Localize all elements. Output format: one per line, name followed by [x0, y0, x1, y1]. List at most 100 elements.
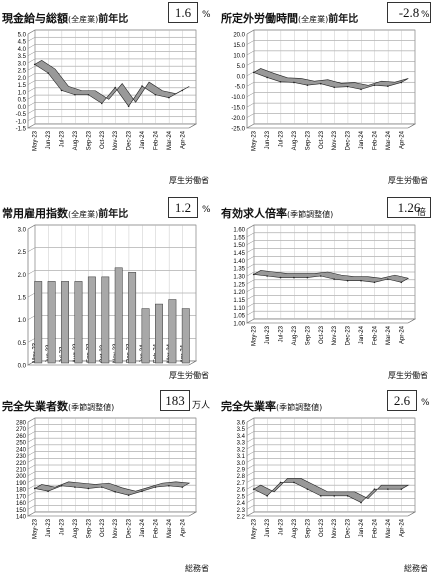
gridline [27, 444, 36, 450]
y-tick-label: 20.0 [233, 33, 245, 39]
x-tick-label: Sep-23 [86, 130, 92, 150]
y-tick-label: 3.1 [237, 454, 246, 460]
x-tick-label: Oct-23 [100, 518, 106, 537]
x-tick-label: Apr-24 [399, 325, 405, 344]
chart-svg: 5.04.54.03.53.02.52.01.51.00.50.0-0.5-1.… [16, 29, 198, 151]
x-tick-label: Aug-23 [73, 130, 79, 150]
source-label: 厚生労働省 [388, 176, 428, 185]
data-point [387, 278, 389, 280]
x-tick-label: Nov-23 [332, 518, 338, 538]
latest-value: 1.6 [168, 2, 198, 23]
x-tick-label: Oct-23 [319, 325, 325, 344]
y-tick-label: 1.00 [233, 322, 245, 328]
bar [114, 267, 123, 364]
y-tick-label: -1.0 [16, 119, 27, 125]
title-sub: (季節調整値) [276, 403, 323, 412]
y-tick-label: 180 [16, 488, 27, 494]
y-tick-label: 250 [16, 441, 27, 447]
gridline [246, 232, 255, 238]
latest-value: 2.6 [387, 390, 417, 411]
data-point [168, 484, 170, 487]
x-tick-label: Feb-24 [372, 130, 378, 150]
gridline [246, 82, 255, 87]
chart-title: 常用雇用指数(全産業)前年比 [2, 205, 128, 221]
data-point [114, 86, 117, 89]
x-tick-label: May-23 [252, 325, 258, 346]
y-tick-label: 230 [16, 454, 27, 460]
data-point [181, 486, 184, 488]
chart-title: 現金給与総額(全産業)前年比 [2, 10, 128, 26]
y-tick-label: 3.0 [237, 461, 246, 467]
data-point [306, 84, 309, 86]
title-main: 常用雇用指数 [2, 207, 68, 220]
value-unit: % [202, 205, 211, 215]
gridline [27, 491, 36, 497]
data-point [252, 71, 255, 74]
data-point [60, 89, 63, 92]
y-tick-label: 10.0 [233, 53, 245, 59]
x-tick-label: May-23 [33, 130, 39, 151]
bar [168, 299, 177, 364]
gridline [246, 240, 255, 245]
y-tick-label: 3.0 [18, 228, 27, 234]
bar [74, 281, 83, 364]
x-tick-label: Jan-24 [359, 130, 365, 149]
data-point [47, 72, 49, 74]
x-tick-label: Nov-23 [332, 325, 338, 345]
data-point [127, 105, 130, 108]
title-suffix: 前年比 [328, 14, 359, 25]
x-tick-label: Dec-23 [346, 130, 352, 150]
panel-unemployed: 280 270 260 250 240 230 220 210 200 190 180 170 160 1… [0, 388, 213, 576]
x-tick-label: Jul-23 [60, 130, 66, 147]
y-tick-label: 0.0 [237, 74, 246, 80]
y-tick-label: 3.4 [237, 434, 246, 440]
x-tick-label: Nov-23 [113, 518, 119, 538]
y-tick-label: 190 [16, 481, 27, 487]
bar [128, 272, 137, 364]
x-tick-label: Aug-23 [292, 518, 298, 538]
data-point [319, 82, 322, 85]
gridline [27, 123, 36, 129]
x-tick-label: Sep-23 [305, 130, 311, 150]
gridline [246, 102, 255, 108]
gridline [246, 92, 255, 97]
data-point [319, 495, 322, 497]
gridline [27, 431, 36, 436]
data-point [400, 81, 403, 84]
gridline [246, 491, 255, 497]
gridline [27, 484, 36, 490]
data-point [266, 495, 268, 497]
y-tick-label: 1.30 [233, 275, 245, 281]
y-tick-label: 2.8 [237, 474, 246, 480]
y-tick-label: 160 [16, 501, 27, 507]
y-tick-label: -15.0 [231, 106, 245, 112]
y-tick-label: 1.55 [233, 235, 245, 241]
gridline [27, 58, 36, 64]
gridline [246, 484, 255, 490]
gridline [27, 37, 36, 42]
gridline [27, 29, 36, 35]
gridline [27, 116, 36, 121]
floor [245, 123, 417, 129]
gridline [27, 417, 36, 423]
chart-title: 完全失業者数(季節調整値) [2, 398, 114, 414]
title-sub: (全産業) [298, 15, 329, 24]
data-point [360, 501, 362, 504]
title-sub: (季節調整値) [68, 403, 115, 412]
data-point [181, 89, 184, 92]
gridline [27, 437, 36, 443]
data-point [306, 488, 309, 490]
y-tick-label: 2.5 [18, 69, 27, 75]
x-tick-label: Oct-23 [100, 130, 106, 149]
data-point [360, 88, 362, 91]
chart-title: 所定外労働時間(全産業)前年比 [221, 10, 358, 26]
bar [155, 303, 163, 364]
y-tick-label: 3.5 [18, 54, 27, 60]
x-tick-label: Apr-24 [180, 518, 186, 537]
y-tick-label: 2.7 [237, 481, 246, 487]
gridline [27, 424, 36, 429]
panel-wage: 5.0 4.5 4.0 3.5 3.0 2.5 2.0 1.5 1.0 0.5 0.0 -0.5 -1.… [0, 0, 213, 188]
source-label: 厚生労働省 [388, 371, 428, 380]
data-point [141, 85, 143, 87]
latest-value: 1.26 [387, 197, 431, 218]
